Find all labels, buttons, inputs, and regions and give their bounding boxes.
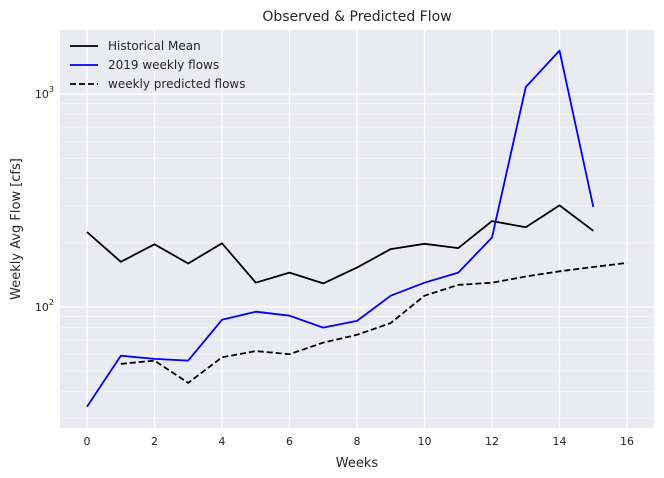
grid xyxy=(60,30,654,428)
series-layer xyxy=(86,49,628,408)
y-tick-label: 103 xyxy=(35,85,54,101)
y-tick-labels: 102 103 xyxy=(35,85,54,314)
legend-label: weekly predicted flows xyxy=(108,77,245,91)
series-line-2019-weekly-flows xyxy=(86,49,595,408)
y-tick-label: 102 xyxy=(35,298,54,314)
x-tick-labels: 0 2 4 6 8 10 12 14 16 xyxy=(84,435,635,448)
series-line-historical-mean xyxy=(86,204,594,285)
x-tick-label: 0 xyxy=(84,435,91,448)
x-tick-label: 4 xyxy=(219,435,226,448)
legend: Historical Mean 2019 weekly flows weekly p… xyxy=(70,39,245,91)
series-line-weekly-predicted-flows xyxy=(120,262,628,384)
x-tick-label: 14 xyxy=(553,435,567,448)
x-tick-label: 6 xyxy=(286,435,293,448)
chart-title: Observed & Predicted Flow xyxy=(262,9,451,25)
x-tick-label: 8 xyxy=(354,435,361,448)
x-tick-label: 12 xyxy=(485,435,499,448)
x-tick-label: 16 xyxy=(620,435,634,448)
x-tick-label: 10 xyxy=(418,435,432,448)
x-tick-label: 2 xyxy=(151,435,158,448)
legend-label: 2019 weekly flows xyxy=(108,58,219,72)
y-axis-label: Weekly Avg Flow [cfs] xyxy=(9,158,24,300)
legend-label: Historical Mean xyxy=(108,39,201,53)
x-axis-label: Weeks xyxy=(336,456,379,471)
